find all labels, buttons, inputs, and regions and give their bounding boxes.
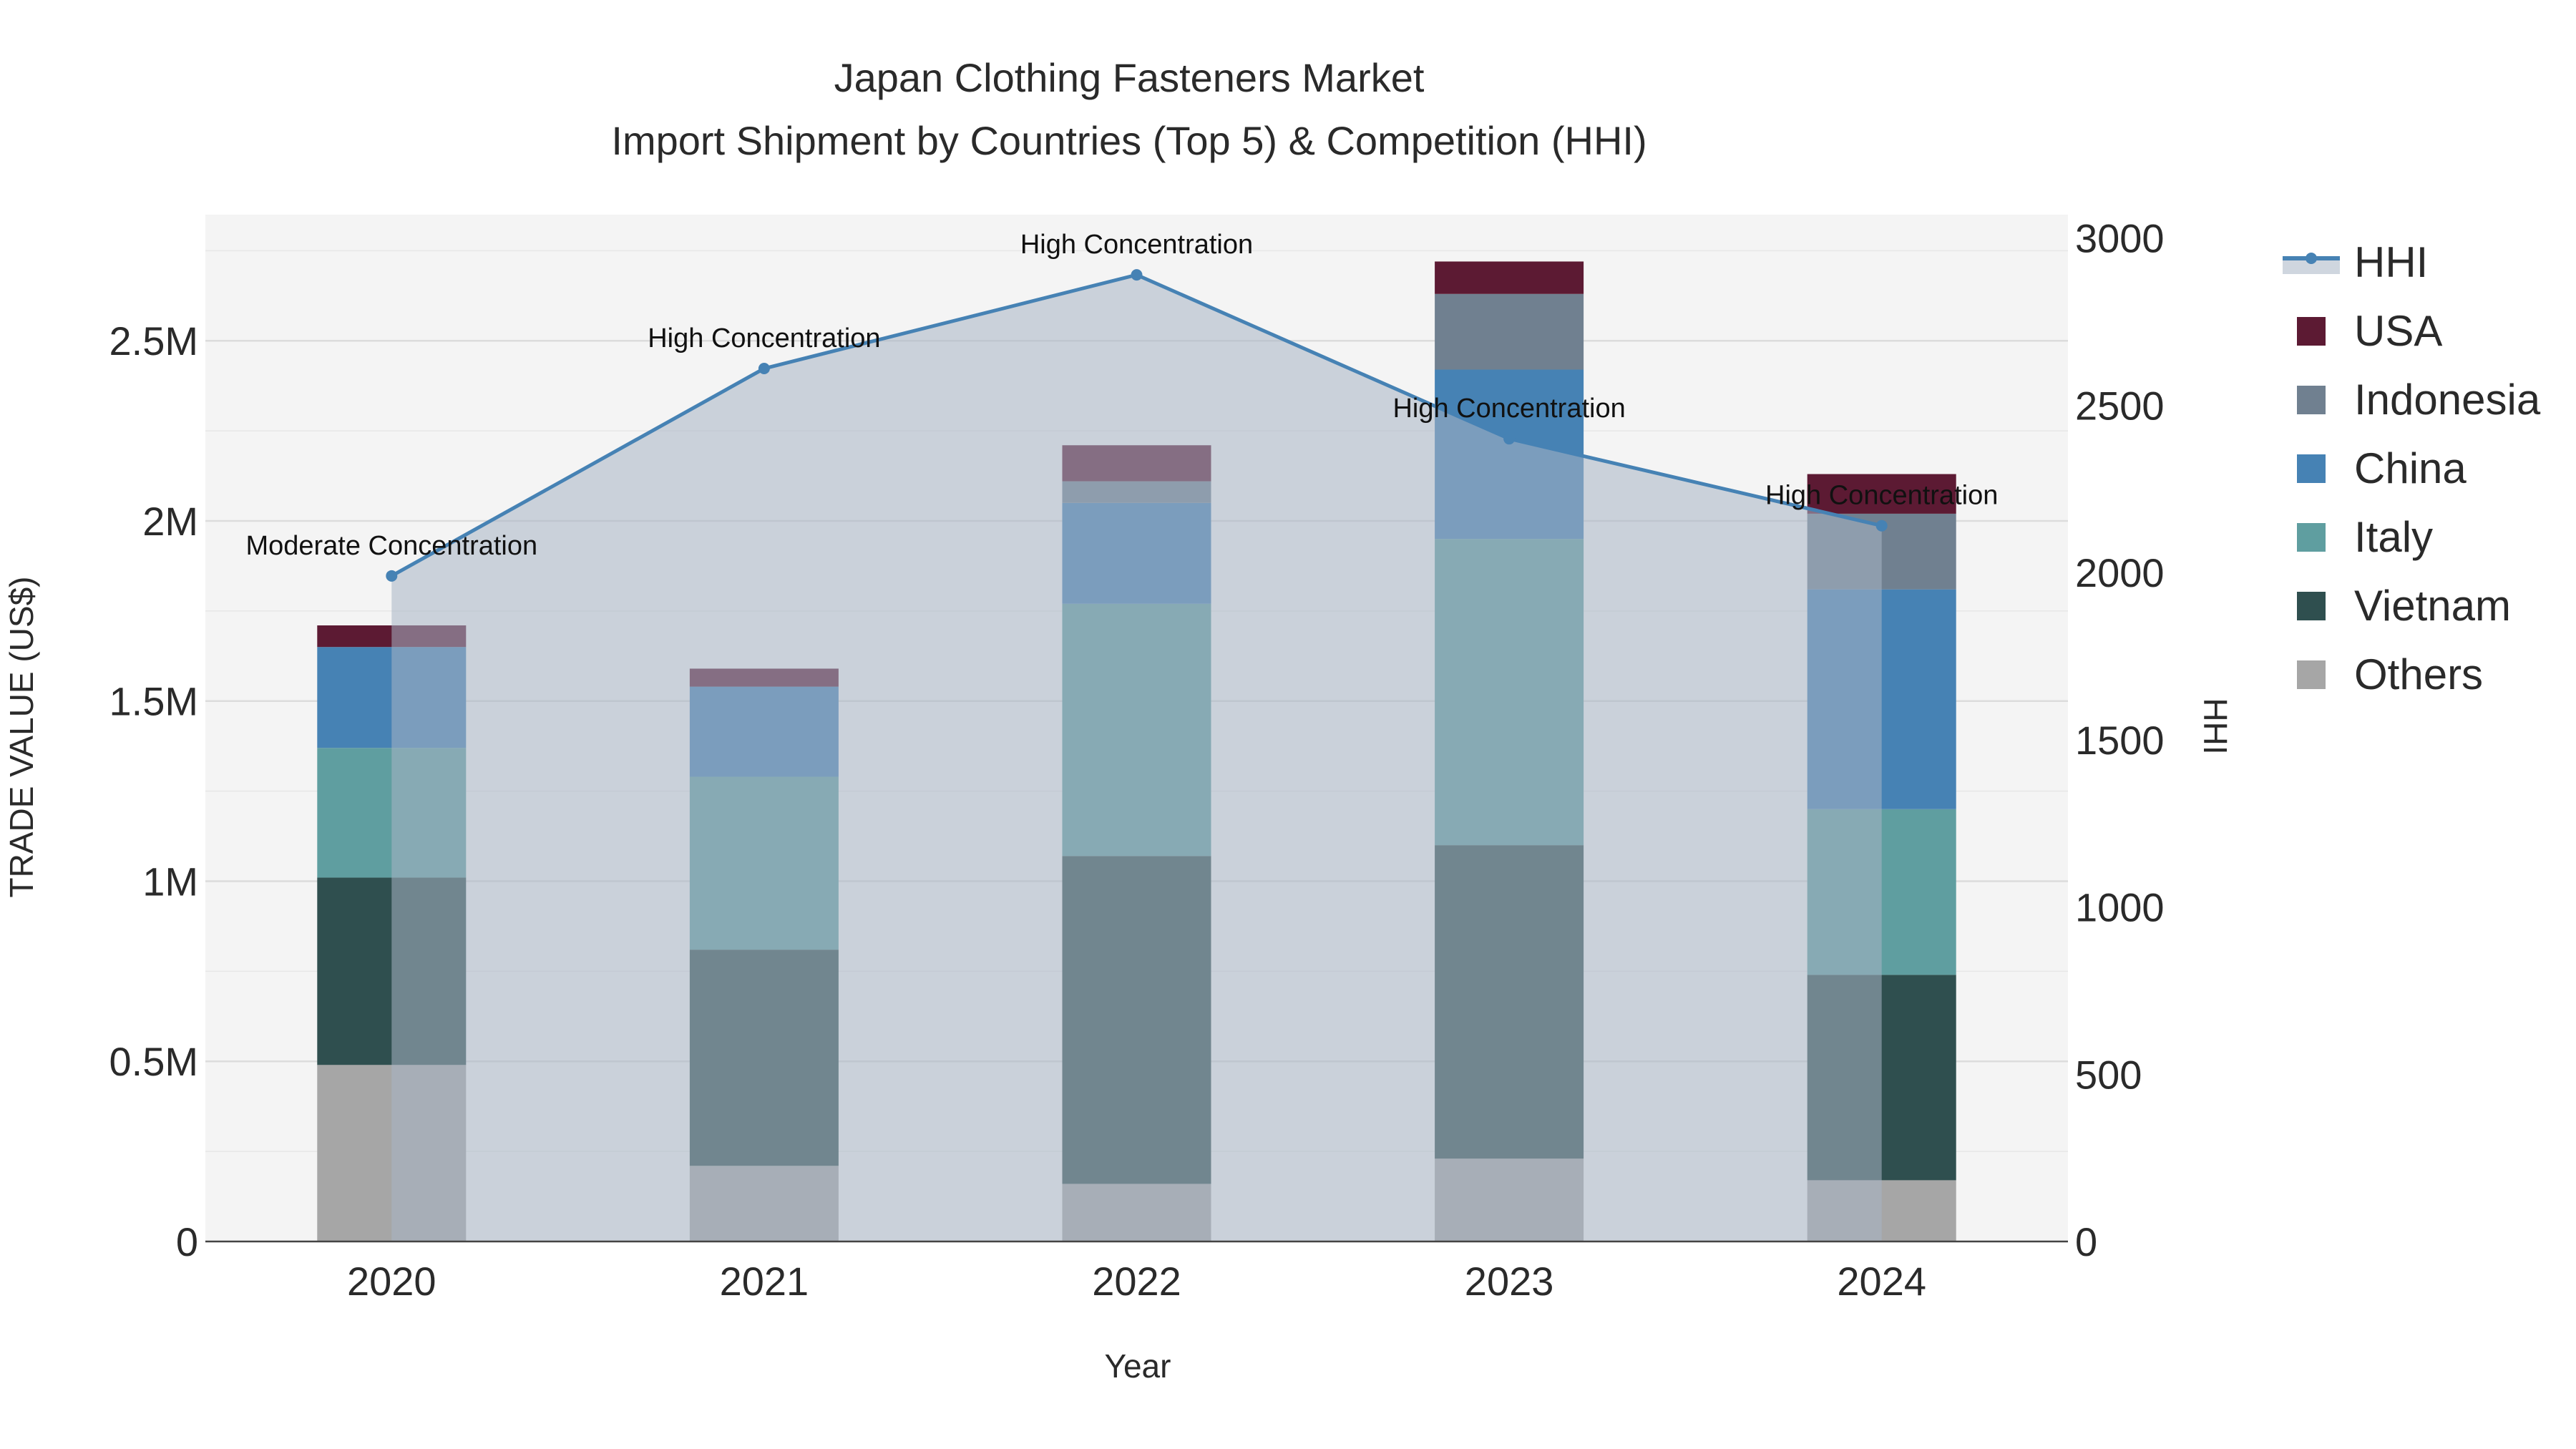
hhi-point-2021 <box>758 363 770 375</box>
y-tick-label: 0.5M <box>109 1039 199 1084</box>
bar-usa-2023 <box>1435 261 1584 294</box>
y-axis-ticks: 0 0.5M 1M 1.5M 2M 2.5M <box>109 318 199 1264</box>
hhi-point-2022 <box>1131 269 1143 281</box>
x-tick-label: 2023 <box>1465 1259 1554 1304</box>
x-tick-label: 2020 <box>347 1259 436 1304</box>
hhi-point-2023 <box>1503 433 1516 445</box>
legend-label: Others <box>2354 650 2483 698</box>
y2-tick-label: 0 <box>2075 1219 2097 1264</box>
hhi-annotation-2024: High Concentration <box>1765 481 1998 511</box>
legend-label: Vietnam <box>2354 582 2511 630</box>
legend-swatch <box>2297 660 2326 689</box>
hhi-annotation-2023: High Concentration <box>1392 394 1625 424</box>
y-axis-title: TRADE VALUE (US$) <box>3 576 40 897</box>
y-tick-label: 2M <box>142 499 198 544</box>
legend-swatch-marker <box>2306 253 2317 264</box>
hhi-annotations: Moderate Concentration High Concentration… <box>245 230 1998 561</box>
legend-swatch <box>2297 592 2326 620</box>
chart-subtitle: Import Shipment by Countries (Top 5) & C… <box>611 118 1646 163</box>
x-tick-label: 2024 <box>1837 1259 1926 1304</box>
legend-swatch <box>2297 454 2326 483</box>
hhi-area <box>391 275 1882 1241</box>
hhi-markers <box>386 269 1888 582</box>
legend-label: Italy <box>2354 513 2433 561</box>
y2-tick-label: 500 <box>2075 1052 2142 1097</box>
hhi-annotation-2020: Moderate Concentration <box>245 531 537 561</box>
hhi-annotation-2021: High Concentration <box>648 323 880 353</box>
x-axis-title: Year <box>1105 1347 1171 1385</box>
y2-tick-label: 3000 <box>2075 216 2165 261</box>
x-tick-label: 2022 <box>1092 1259 1181 1304</box>
legend-item-indonesia: Indonesia <box>2297 376 2541 424</box>
y2-tick-label: 1500 <box>2075 718 2165 763</box>
x-axis-ticks: 2020 2021 2022 2023 2024 <box>347 1259 1926 1304</box>
legend-label: HHI <box>2354 238 2428 286</box>
y2-tick-label: 1000 <box>2075 885 2165 930</box>
legend-item-china: China <box>2297 444 2467 492</box>
legend-swatch <box>2297 523 2326 552</box>
y-tick-label: 1.5M <box>109 679 199 724</box>
y2-tick-label: 2000 <box>2075 550 2165 595</box>
x-tick-label: 2021 <box>720 1259 809 1304</box>
legend-item-vietnam: Vietnam <box>2297 582 2511 630</box>
legend-item-italy: Italy <box>2297 513 2433 561</box>
y2-axis-ticks: 0 500 1000 1500 2000 2500 3000 <box>2075 216 2165 1264</box>
legend-swatch <box>2297 317 2326 346</box>
legend-swatch-area <box>2283 258 2340 274</box>
chart-title: Japan Clothing Fasteners Market <box>834 55 1425 100</box>
y-tick-label: 2.5M <box>109 318 199 364</box>
y-tick-label: 0 <box>176 1219 198 1264</box>
legend-item-usa: USA <box>2297 307 2442 355</box>
bar-usa-2024 <box>1807 474 1956 514</box>
y2-tick-label: 2500 <box>2075 383 2165 428</box>
hhi-point-2024 <box>1875 519 1888 532</box>
legend-swatch <box>2297 386 2326 414</box>
y-tick-label: 1M <box>142 859 198 904</box>
legend-label: China <box>2354 444 2467 492</box>
y2-axis-title: HHI <box>2197 698 2234 754</box>
hhi-annotation-2022: High Concentration <box>1020 230 1253 260</box>
legend-label: USA <box>2354 307 2442 355</box>
legend: HHI USA Indonesia China Italy Vietnam Others <box>2283 238 2541 698</box>
legend-item-others: Others <box>2297 650 2483 698</box>
legend-item-hhi: HHI <box>2283 238 2428 286</box>
bar-indonesia-2023 <box>1435 293 1584 370</box>
legend-label: Indonesia <box>2354 376 2541 424</box>
hhi-point-2020 <box>386 570 398 582</box>
